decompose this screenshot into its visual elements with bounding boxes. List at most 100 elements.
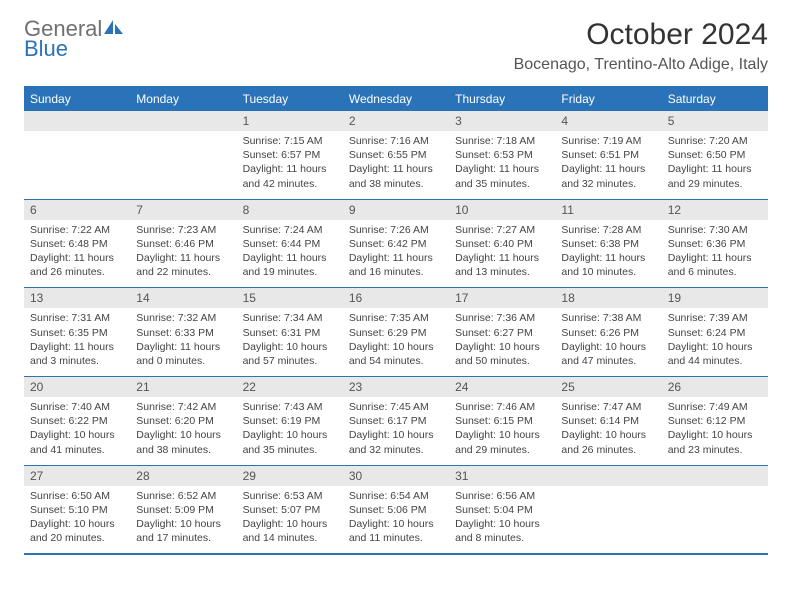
day-number-cell: 26 — [662, 377, 768, 398]
sunrise-text: Sunrise: 7:27 AM — [455, 223, 549, 237]
day-number-cell: 1 — [237, 111, 343, 132]
day-detail-cell: Sunrise: 7:20 AMSunset: 6:50 PMDaylight:… — [662, 131, 768, 199]
logo-sail-icon — [102, 18, 126, 40]
day-detail-cell: Sunrise: 7:46 AMSunset: 6:15 PMDaylight:… — [449, 397, 555, 465]
day-detail-cell — [130, 131, 236, 199]
daylight-text: Daylight: 10 hours and 38 minutes. — [136, 428, 230, 456]
day-number-cell: 27 — [24, 465, 130, 486]
day-number-cell: 31 — [449, 465, 555, 486]
day-number-cell: 2 — [343, 111, 449, 132]
day-number-cell: 21 — [130, 377, 236, 398]
daylight-text: Daylight: 10 hours and 47 minutes. — [561, 340, 655, 368]
sunrise-text: Sunrise: 7:36 AM — [455, 311, 549, 325]
day-detail-cell: Sunrise: 7:22 AMSunset: 6:48 PMDaylight:… — [24, 220, 130, 288]
day-detail-cell: Sunrise: 7:31 AMSunset: 6:35 PMDaylight:… — [24, 308, 130, 376]
logo: GeneralBlue — [24, 18, 126, 60]
daylight-text: Daylight: 11 hours and 26 minutes. — [30, 251, 124, 279]
day-number-cell: 12 — [662, 199, 768, 220]
day-number-cell: 18 — [555, 288, 661, 309]
sunset-text: Sunset: 6:15 PM — [455, 414, 549, 428]
day-detail-cell: Sunrise: 7:40 AMSunset: 6:22 PMDaylight:… — [24, 397, 130, 465]
day-detail-cell: Sunrise: 7:18 AMSunset: 6:53 PMDaylight:… — [449, 131, 555, 199]
sunrise-text: Sunrise: 7:26 AM — [349, 223, 443, 237]
sunset-text: Sunset: 6:55 PM — [349, 148, 443, 162]
daylight-text: Daylight: 10 hours and 29 minutes. — [455, 428, 549, 456]
daylight-text: Daylight: 10 hours and 54 minutes. — [349, 340, 443, 368]
sunset-text: Sunset: 6:46 PM — [136, 237, 230, 251]
day-number-row: 12345 — [24, 111, 768, 132]
sunset-text: Sunset: 6:14 PM — [561, 414, 655, 428]
sunrise-text: Sunrise: 7:28 AM — [561, 223, 655, 237]
day-detail-cell: Sunrise: 7:27 AMSunset: 6:40 PMDaylight:… — [449, 220, 555, 288]
day-number-cell: 8 — [237, 199, 343, 220]
calendar-table: SundayMondayTuesdayWednesdayThursdayFrid… — [24, 86, 768, 555]
day-number-row: 2728293031 — [24, 465, 768, 486]
sunrise-text: Sunrise: 7:30 AM — [668, 223, 762, 237]
sunset-text: Sunset: 6:38 PM — [561, 237, 655, 251]
day-detail-row: Sunrise: 7:22 AMSunset: 6:48 PMDaylight:… — [24, 220, 768, 288]
day-number-cell: 7 — [130, 199, 236, 220]
weekday-header: Sunday — [24, 87, 130, 111]
sunset-text: Sunset: 6:29 PM — [349, 326, 443, 340]
month-title: October 2024 — [514, 18, 768, 52]
day-detail-cell: Sunrise: 7:19 AMSunset: 6:51 PMDaylight:… — [555, 131, 661, 199]
daylight-text: Daylight: 10 hours and 8 minutes. — [455, 517, 549, 545]
sunrise-text: Sunrise: 7:23 AM — [136, 223, 230, 237]
daylight-text: Daylight: 11 hours and 29 minutes. — [668, 162, 762, 190]
day-number-row: 13141516171819 — [24, 288, 768, 309]
sunrise-text: Sunrise: 7:18 AM — [455, 134, 549, 148]
day-number-cell: 22 — [237, 377, 343, 398]
weekday-header-row: SundayMondayTuesdayWednesdayThursdayFrid… — [24, 87, 768, 111]
sunset-text: Sunset: 6:24 PM — [668, 326, 762, 340]
day-number-cell: 14 — [130, 288, 236, 309]
day-detail-cell: Sunrise: 7:34 AMSunset: 6:31 PMDaylight:… — [237, 308, 343, 376]
sunset-text: Sunset: 6:31 PM — [243, 326, 337, 340]
day-number-cell: 16 — [343, 288, 449, 309]
daylight-text: Daylight: 11 hours and 0 minutes. — [136, 340, 230, 368]
day-detail-cell: Sunrise: 7:28 AMSunset: 6:38 PMDaylight:… — [555, 220, 661, 288]
day-number-cell — [662, 465, 768, 486]
weekday-header: Wednesday — [343, 87, 449, 111]
day-detail-cell: Sunrise: 7:43 AMSunset: 6:19 PMDaylight:… — [237, 397, 343, 465]
day-number-cell: 23 — [343, 377, 449, 398]
day-number-cell — [130, 111, 236, 132]
day-detail-cell: Sunrise: 7:24 AMSunset: 6:44 PMDaylight:… — [237, 220, 343, 288]
day-number-cell: 3 — [449, 111, 555, 132]
logo-text-blue: Blue — [24, 38, 126, 60]
sunrise-text: Sunrise: 7:45 AM — [349, 400, 443, 414]
sunset-text: Sunset: 6:36 PM — [668, 237, 762, 251]
sunrise-text: Sunrise: 7:20 AM — [668, 134, 762, 148]
day-detail-cell: Sunrise: 7:35 AMSunset: 6:29 PMDaylight:… — [343, 308, 449, 376]
sunrise-text: Sunrise: 6:50 AM — [30, 489, 124, 503]
sunset-text: Sunset: 6:57 PM — [243, 148, 337, 162]
sunrise-text: Sunrise: 7:35 AM — [349, 311, 443, 325]
day-number-cell: 9 — [343, 199, 449, 220]
day-detail-row: Sunrise: 7:31 AMSunset: 6:35 PMDaylight:… — [24, 308, 768, 376]
sunset-text: Sunset: 6:27 PM — [455, 326, 549, 340]
sunrise-text: Sunrise: 7:43 AM — [243, 400, 337, 414]
day-detail-row: Sunrise: 6:50 AMSunset: 5:10 PMDaylight:… — [24, 486, 768, 555]
daylight-text: Daylight: 10 hours and 14 minutes. — [243, 517, 337, 545]
day-number-cell: 4 — [555, 111, 661, 132]
day-detail-cell: Sunrise: 6:52 AMSunset: 5:09 PMDaylight:… — [130, 486, 236, 555]
day-detail-cell: Sunrise: 7:42 AMSunset: 6:20 PMDaylight:… — [130, 397, 236, 465]
day-detail-cell: Sunrise: 6:54 AMSunset: 5:06 PMDaylight:… — [343, 486, 449, 555]
daylight-text: Daylight: 10 hours and 23 minutes. — [668, 428, 762, 456]
daylight-text: Daylight: 11 hours and 42 minutes. — [243, 162, 337, 190]
sunrise-text: Sunrise: 7:47 AM — [561, 400, 655, 414]
day-detail-cell: Sunrise: 7:39 AMSunset: 6:24 PMDaylight:… — [662, 308, 768, 376]
day-detail-cell: Sunrise: 7:23 AMSunset: 6:46 PMDaylight:… — [130, 220, 236, 288]
day-detail-cell: Sunrise: 7:36 AMSunset: 6:27 PMDaylight:… — [449, 308, 555, 376]
sunrise-text: Sunrise: 6:52 AM — [136, 489, 230, 503]
title-block: October 2024 Bocenago, Trentino-Alto Adi… — [514, 18, 768, 74]
daylight-text: Daylight: 11 hours and 22 minutes. — [136, 251, 230, 279]
day-detail-cell: Sunrise: 7:47 AMSunset: 6:14 PMDaylight:… — [555, 397, 661, 465]
daylight-text: Daylight: 11 hours and 16 minutes. — [349, 251, 443, 279]
sunrise-text: Sunrise: 7:40 AM — [30, 400, 124, 414]
weekday-header: Tuesday — [237, 87, 343, 111]
day-detail-cell: Sunrise: 7:45 AMSunset: 6:17 PMDaylight:… — [343, 397, 449, 465]
day-number-cell — [555, 465, 661, 486]
daylight-text: Daylight: 11 hours and 6 minutes. — [668, 251, 762, 279]
sunset-text: Sunset: 6:50 PM — [668, 148, 762, 162]
sunrise-text: Sunrise: 6:54 AM — [349, 489, 443, 503]
